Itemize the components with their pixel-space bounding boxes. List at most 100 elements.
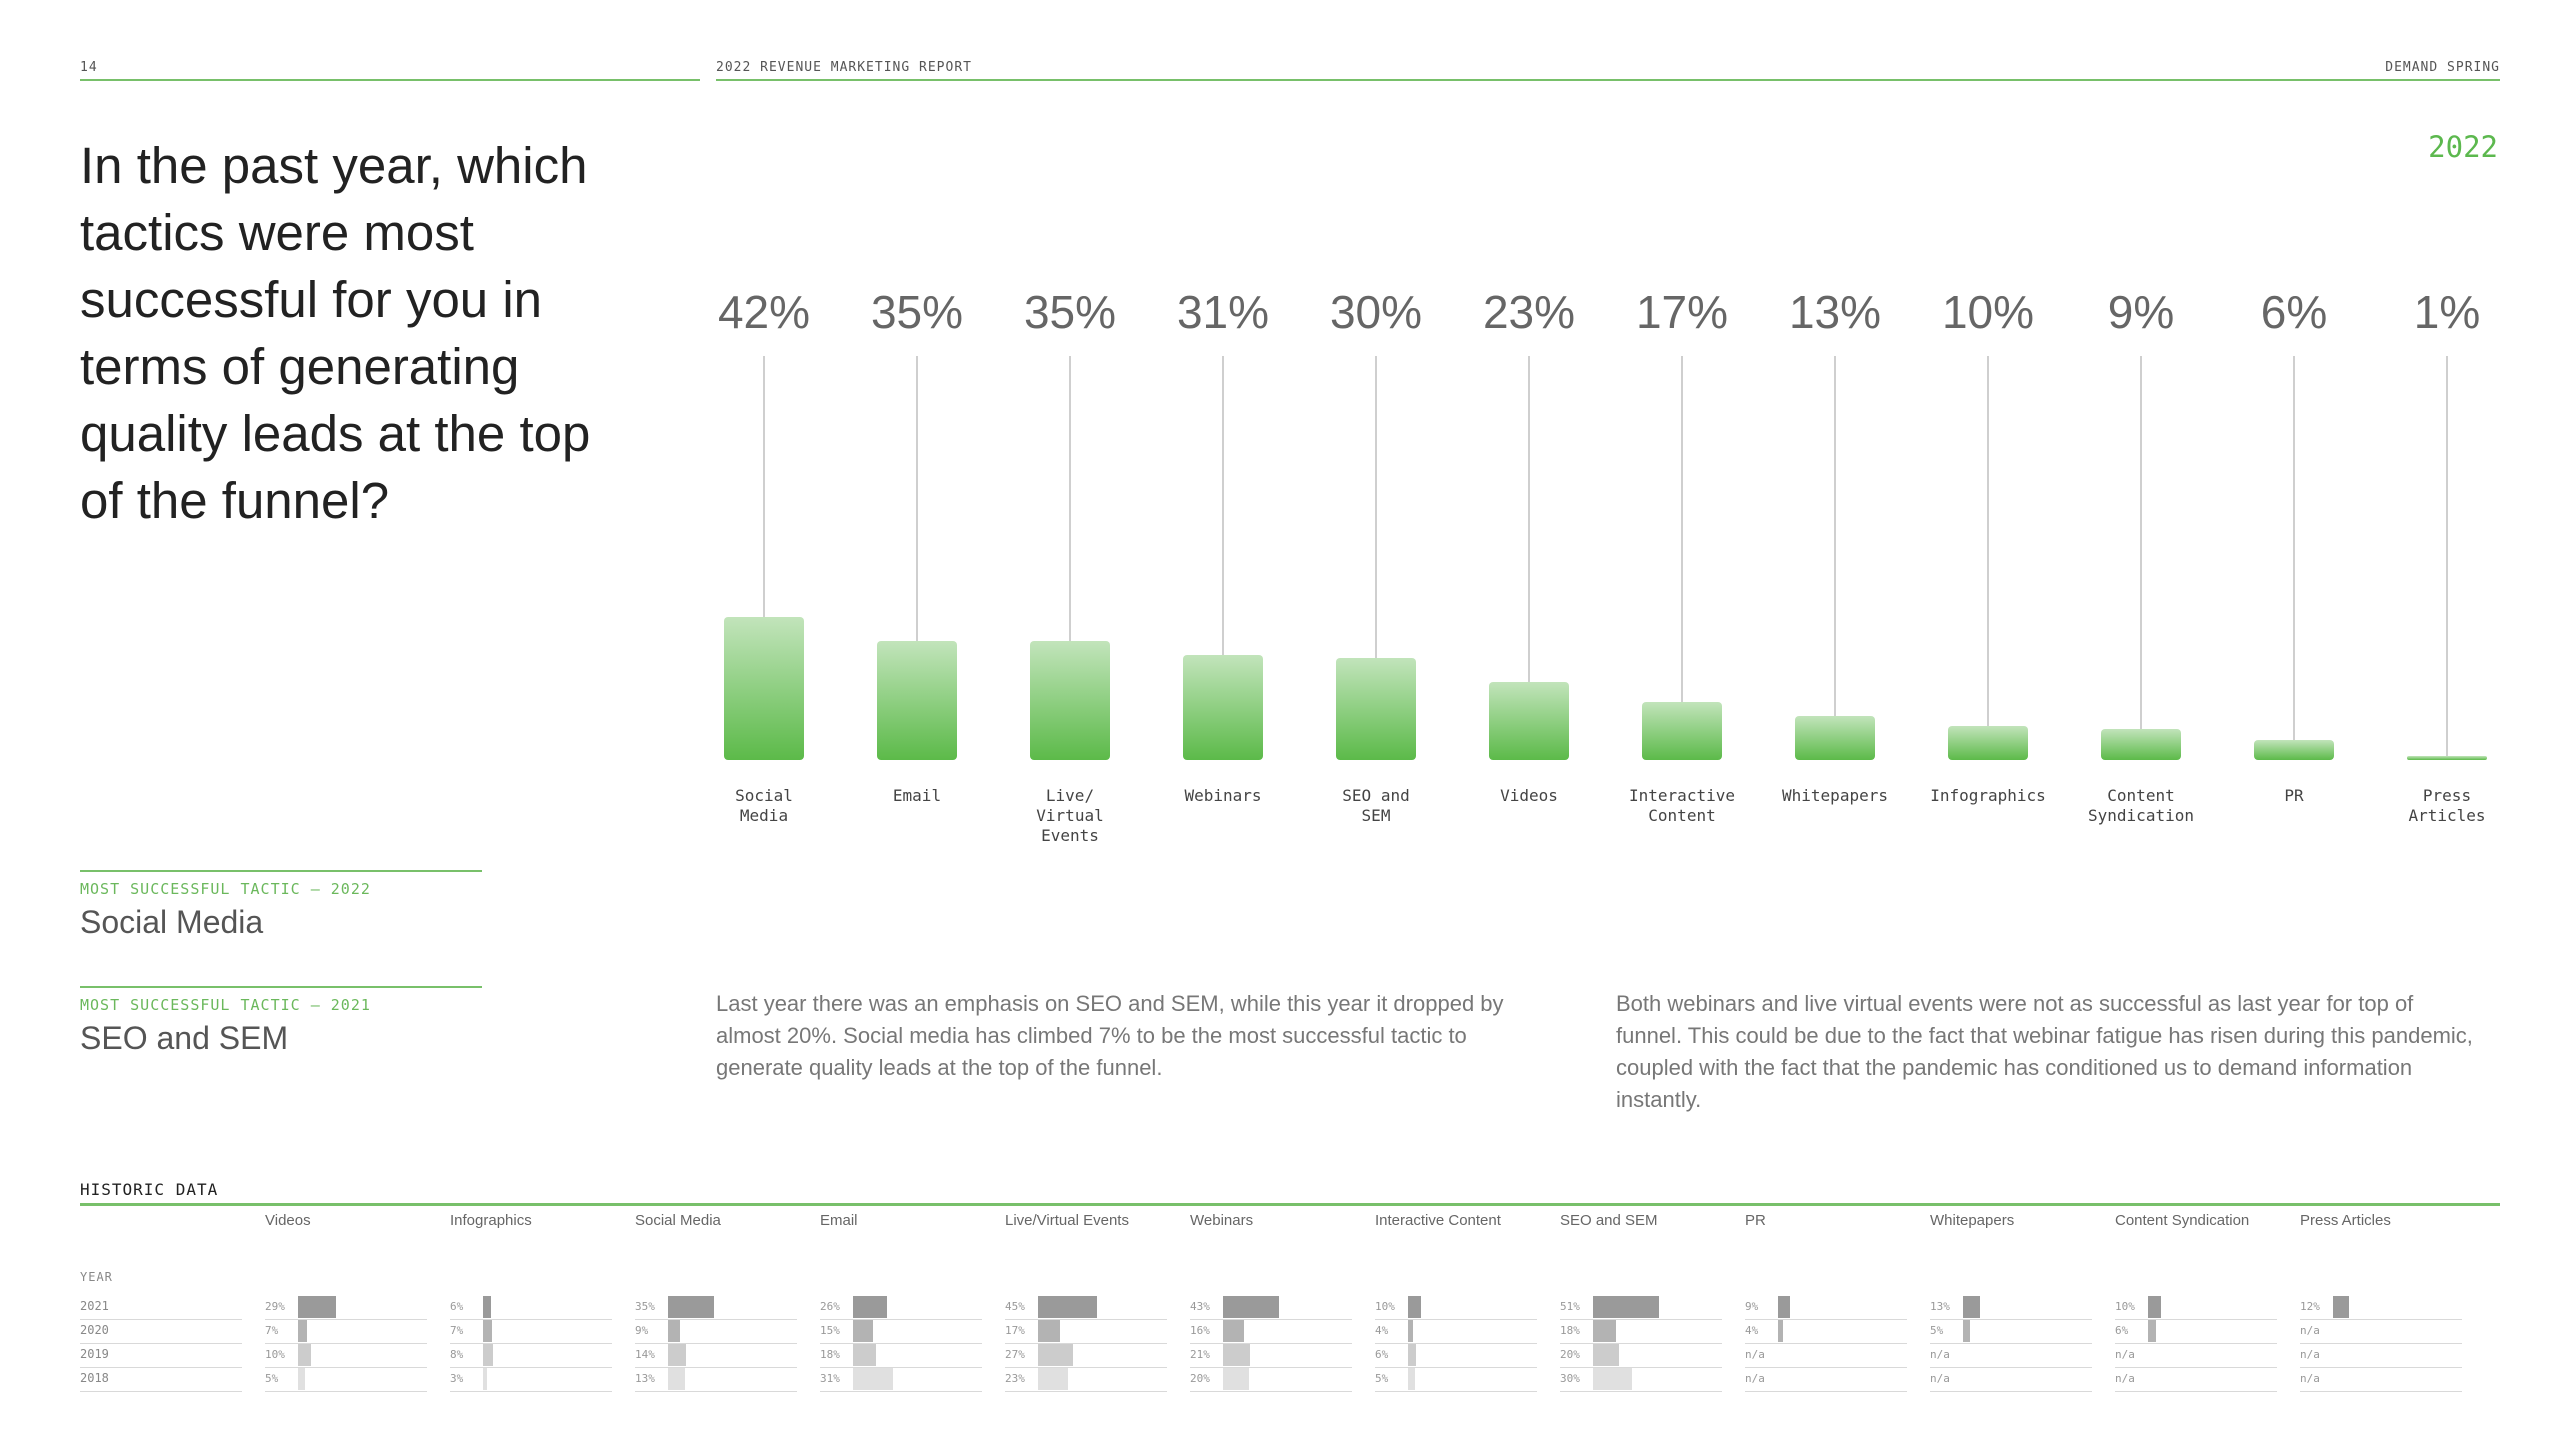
- historic-row-line: [450, 1367, 612, 1368]
- value-label: 17%: [1635, 286, 1729, 338]
- bar: [2407, 756, 2487, 760]
- bar-stem: [1834, 356, 1836, 716]
- historic-value: n/a: [2300, 1348, 2320, 1361]
- historic-bar: [668, 1320, 680, 1342]
- historic-value: n/a: [2300, 1372, 2320, 1385]
- historic-row-line: [1005, 1367, 1167, 1368]
- tactic-2022-label: MOST SUCCESSFUL TACTIC — 2022: [80, 880, 371, 898]
- year-tag: 2022: [2428, 130, 2498, 164]
- bar-stem: [2293, 356, 2295, 740]
- tactic-2021-label: MOST SUCCESSFUL TACTIC — 2021: [80, 996, 371, 1014]
- bar: [877, 641, 957, 760]
- bar: [1336, 658, 1416, 760]
- historic-value: 9%: [1745, 1300, 1759, 1313]
- historic-column-header: Interactive Content: [1375, 1212, 1501, 1229]
- page-question: In the past year, which tactics were mos…: [80, 137, 591, 529]
- historic-column-header: Content Syndication: [2115, 1212, 2250, 1229]
- category-label: Infographics: [1930, 786, 2046, 805]
- header-rule-right: [716, 79, 2500, 81]
- category-label: Whitepapers: [1782, 786, 1888, 805]
- bar-stem: [1528, 356, 1530, 682]
- historic-row-line: [1190, 1367, 1352, 1368]
- historic-row-line: [1560, 1319, 1722, 1320]
- historic-row-line: [1190, 1319, 1352, 1320]
- historic-row-line: [2300, 1367, 2462, 1368]
- historic-row-line: [1930, 1367, 2092, 1368]
- historic-row-line: [2300, 1319, 2462, 1320]
- historic-column-header: Infographics: [450, 1212, 532, 1229]
- historic-bar: [853, 1368, 894, 1390]
- historic-row-line: [2115, 1319, 2277, 1320]
- value-label: 35%: [870, 286, 964, 338]
- historic-row-line: [80, 1391, 242, 1392]
- historic-rule: [80, 1203, 2500, 1206]
- historic-value: 5%: [265, 1372, 279, 1385]
- historic-value: n/a: [2115, 1348, 2135, 1361]
- historic-value: 8%: [450, 1348, 464, 1361]
- historic-bar: [1963, 1320, 1970, 1342]
- historic-row-line: [265, 1367, 427, 1368]
- historic-value: 26%: [820, 1300, 840, 1313]
- historic-value: 17%: [1005, 1324, 1025, 1337]
- value-label: 30%: [1329, 286, 1423, 338]
- historic-row-line: [1005, 1391, 1167, 1392]
- historic-row-line: [2300, 1391, 2462, 1392]
- historic-value: 20%: [1190, 1372, 1210, 1385]
- category-label: Videos: [1500, 786, 1558, 805]
- historic-bar: [1778, 1320, 1784, 1342]
- category-label: Content Syndication: [2088, 786, 2194, 825]
- bar: [1642, 702, 1722, 760]
- year-column-label: YEAR: [80, 1270, 113, 1284]
- historic-year-label: 2020: [80, 1323, 109, 1337]
- historic-data-title: HISTORIC DATA: [80, 1180, 219, 1199]
- page-number: 14: [80, 60, 98, 75]
- historic-bar: [1408, 1296, 1421, 1318]
- historic-bar: [1038, 1368, 1068, 1390]
- historic-row-line: [1745, 1391, 1907, 1392]
- historic-bar: [853, 1320, 873, 1342]
- historic-bar: [1408, 1368, 1415, 1390]
- historic-row-line: [2300, 1343, 2462, 1344]
- bar-stem: [1987, 356, 1989, 726]
- historic-value: 21%: [1190, 1348, 1210, 1361]
- historic-row-line: [1560, 1367, 1722, 1368]
- historic-year-label: 2019: [80, 1347, 109, 1361]
- category-label: Live/ Virtual Events: [1036, 786, 1104, 845]
- historic-value: 7%: [265, 1324, 279, 1337]
- historic-row-line: [1745, 1367, 1907, 1368]
- historic-column-header: SEO and SEM: [1560, 1212, 1658, 1229]
- value-label: 10%: [1941, 286, 2035, 338]
- historic-value: n/a: [2300, 1324, 2320, 1337]
- historic-row-line: [635, 1343, 797, 1344]
- historic-bar: [1593, 1296, 1660, 1318]
- historic-value: 10%: [1375, 1300, 1395, 1313]
- bar-stem: [763, 356, 765, 618]
- historic-row-line: [265, 1343, 427, 1344]
- historic-bar: [668, 1368, 685, 1390]
- historic-value: n/a: [1930, 1348, 1950, 1361]
- historic-bar: [2148, 1320, 2156, 1342]
- historic-column-header: PR: [1745, 1212, 1766, 1229]
- historic-value: 6%: [2115, 1324, 2129, 1337]
- historic-row-line: [1745, 1319, 1907, 1320]
- historic-row-line: [1190, 1391, 1352, 1392]
- historic-row-line: [2115, 1343, 2277, 1344]
- historic-bar: [1408, 1344, 1416, 1366]
- historic-bar: [298, 1344, 311, 1366]
- historic-value: 23%: [1005, 1372, 1025, 1385]
- historic-bar: [1593, 1368, 1632, 1390]
- historic-row-line: [450, 1343, 612, 1344]
- historic-bar: [1038, 1320, 1061, 1342]
- category-label: Social Media: [735, 786, 793, 825]
- historic-row-line: [635, 1319, 797, 1320]
- historic-bar: [483, 1296, 491, 1318]
- historic-value: 10%: [265, 1348, 285, 1361]
- brand-name: DEMAND SPRING: [2385, 60, 2500, 75]
- bar-stem: [1069, 356, 1071, 641]
- historic-value: 16%: [1190, 1324, 1210, 1337]
- historic-row-line: [1560, 1343, 1722, 1344]
- historic-value: 20%: [1560, 1348, 1580, 1361]
- historic-value: 18%: [820, 1348, 840, 1361]
- historic-column-header: Videos: [265, 1212, 311, 1229]
- historic-value: 12%: [2300, 1300, 2320, 1313]
